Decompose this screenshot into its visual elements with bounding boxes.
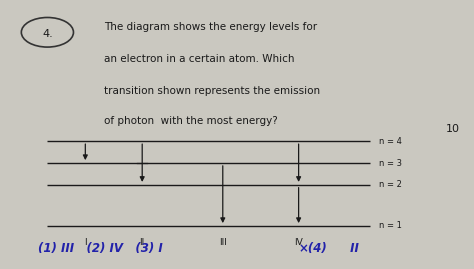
Text: 10: 10: [446, 124, 460, 134]
Text: The diagram shows the energy levels for: The diagram shows the energy levels for: [104, 22, 318, 31]
Text: III: III: [219, 238, 227, 247]
Text: an electron in a certain atom. Which: an electron in a certain atom. Which: [104, 54, 295, 64]
Text: of photon  with the most energy?: of photon with the most energy?: [104, 116, 278, 126]
Text: 4.: 4.: [42, 29, 53, 39]
Text: IV: IV: [294, 238, 303, 247]
Text: I: I: [84, 238, 87, 247]
Text: n = 2: n = 2: [379, 180, 402, 189]
Text: ×(4): ×(4): [299, 242, 328, 255]
Text: n = 3: n = 3: [379, 158, 402, 168]
Text: II: II: [139, 238, 145, 247]
Text: transition shown represents the emission: transition shown represents the emission: [104, 86, 320, 96]
Text: (1) III   (2) IV   (3) I: (1) III (2) IV (3) I: [38, 242, 175, 255]
Text: n = 4: n = 4: [379, 137, 402, 146]
Text: n = 1: n = 1: [379, 221, 402, 231]
Circle shape: [21, 17, 73, 47]
Text: II: II: [346, 242, 359, 255]
